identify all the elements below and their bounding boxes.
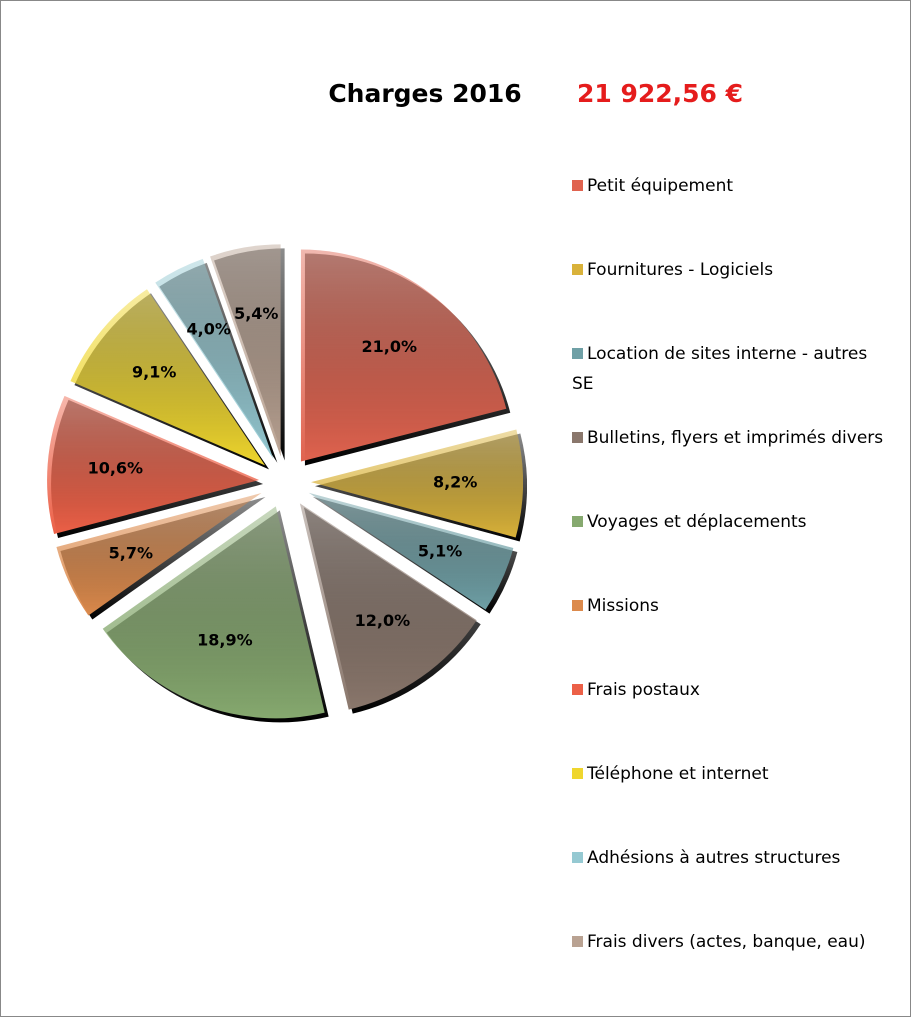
pie-slice — [308, 492, 514, 610]
legend-item: Fournitures - Logiciels — [572, 255, 894, 285]
legend-swatch — [572, 432, 583, 443]
legend-item: Bulletins, flyers et imprimés divers — [572, 423, 894, 453]
pie-slice — [155, 258, 274, 459]
pie-slice — [310, 429, 523, 538]
pie-slice — [210, 244, 281, 457]
legend-label: Adhésions à autres structures — [587, 848, 841, 868]
legend-item: Petit équipement — [572, 171, 894, 201]
legend-label: Voyages et déplacements — [587, 512, 807, 532]
pie-slice — [299, 503, 477, 710]
legend-swatch — [572, 936, 583, 947]
data-label: 12,0% — [355, 611, 411, 630]
legend-label: Petit équipement — [587, 176, 734, 196]
data-label: 4,0% — [187, 319, 231, 338]
data-label: 9,1% — [132, 363, 176, 382]
legend-swatch — [572, 600, 583, 611]
pie-slice — [102, 506, 325, 719]
data-label: 5,1% — [418, 542, 462, 561]
legend-label: Fournitures - Logiciels — [587, 260, 774, 280]
legend-label: Frais divers (actes, banque, eau) — [587, 932, 866, 952]
legend-item: Frais postaux — [572, 675, 894, 705]
legend-swatch — [572, 768, 583, 779]
legend-label: Bulletins, flyers et imprimés divers — [587, 428, 884, 448]
legend-label: Téléphone et internet — [587, 764, 769, 784]
legend-item: Frais divers (actes, banque, eau) — [572, 927, 894, 957]
legend-label: Location de sites interne - autres SE — [572, 344, 868, 394]
legend-label: Frais postaux — [587, 680, 700, 700]
legend-swatch — [572, 264, 583, 275]
data-label: 5,7% — [109, 543, 153, 562]
legend-label: Missions — [587, 596, 659, 616]
pie-slice — [300, 249, 507, 462]
chart-subtitle: 21 922,56 € — [577, 79, 743, 108]
legend-swatch — [572, 516, 583, 527]
legend-item: Téléphone et internet — [572, 759, 894, 789]
pie-slice — [56, 492, 262, 616]
data-label: 5,4% — [234, 304, 278, 323]
legend-swatch — [572, 180, 583, 191]
pie-slice — [70, 289, 266, 466]
legend-swatch — [572, 348, 583, 359]
pie-slice — [47, 395, 260, 535]
legend-item: Voyages et déplacements — [572, 507, 894, 537]
data-label: 10,6% — [88, 459, 144, 478]
legend-swatch — [572, 852, 583, 863]
data-label: 21,0% — [362, 337, 418, 356]
data-label: 18,9% — [197, 631, 253, 650]
legend-swatch — [572, 684, 583, 695]
chart-title: Charges 2016 — [328, 79, 521, 108]
legend-item: Adhésions à autres structures — [572, 843, 894, 873]
data-label: 8,2% — [433, 473, 477, 492]
legend-item: Missions — [572, 591, 894, 621]
legend-item: Location de sites interne - autres SE — [572, 339, 894, 399]
